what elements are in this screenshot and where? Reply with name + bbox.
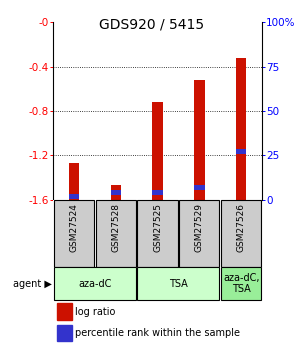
- Text: percentile rank within the sample: percentile rank within the sample: [75, 328, 240, 338]
- FancyBboxPatch shape: [96, 200, 136, 267]
- FancyBboxPatch shape: [138, 267, 219, 300]
- Text: GSM27528: GSM27528: [111, 203, 120, 252]
- Text: agent ▶: agent ▶: [13, 279, 52, 289]
- Text: GSM27525: GSM27525: [153, 203, 162, 252]
- FancyBboxPatch shape: [221, 200, 261, 267]
- Bar: [194, 80, 205, 200]
- Bar: [152, 190, 163, 195]
- Text: TSA: TSA: [169, 279, 188, 289]
- Text: aza-dC,
TSA: aza-dC, TSA: [223, 273, 259, 295]
- Text: GSM27526: GSM27526: [237, 203, 246, 252]
- Bar: [152, 102, 163, 200]
- Bar: [111, 185, 121, 200]
- Bar: [69, 194, 79, 199]
- Text: log ratio: log ratio: [75, 307, 115, 317]
- FancyBboxPatch shape: [54, 200, 94, 267]
- FancyBboxPatch shape: [138, 200, 178, 267]
- Text: GDS920 / 5415: GDS920 / 5415: [99, 18, 204, 32]
- Bar: [111, 190, 121, 195]
- Bar: [57, 304, 72, 320]
- Bar: [194, 185, 205, 190]
- Text: GSM27529: GSM27529: [195, 203, 204, 252]
- FancyBboxPatch shape: [54, 267, 136, 300]
- Bar: [57, 325, 72, 341]
- Bar: [236, 149, 246, 154]
- FancyBboxPatch shape: [221, 267, 261, 300]
- Bar: [236, 58, 246, 200]
- Bar: [69, 163, 79, 200]
- Text: aza-dC: aza-dC: [78, 279, 112, 289]
- Text: GSM27524: GSM27524: [69, 203, 78, 252]
- FancyBboxPatch shape: [179, 200, 219, 267]
